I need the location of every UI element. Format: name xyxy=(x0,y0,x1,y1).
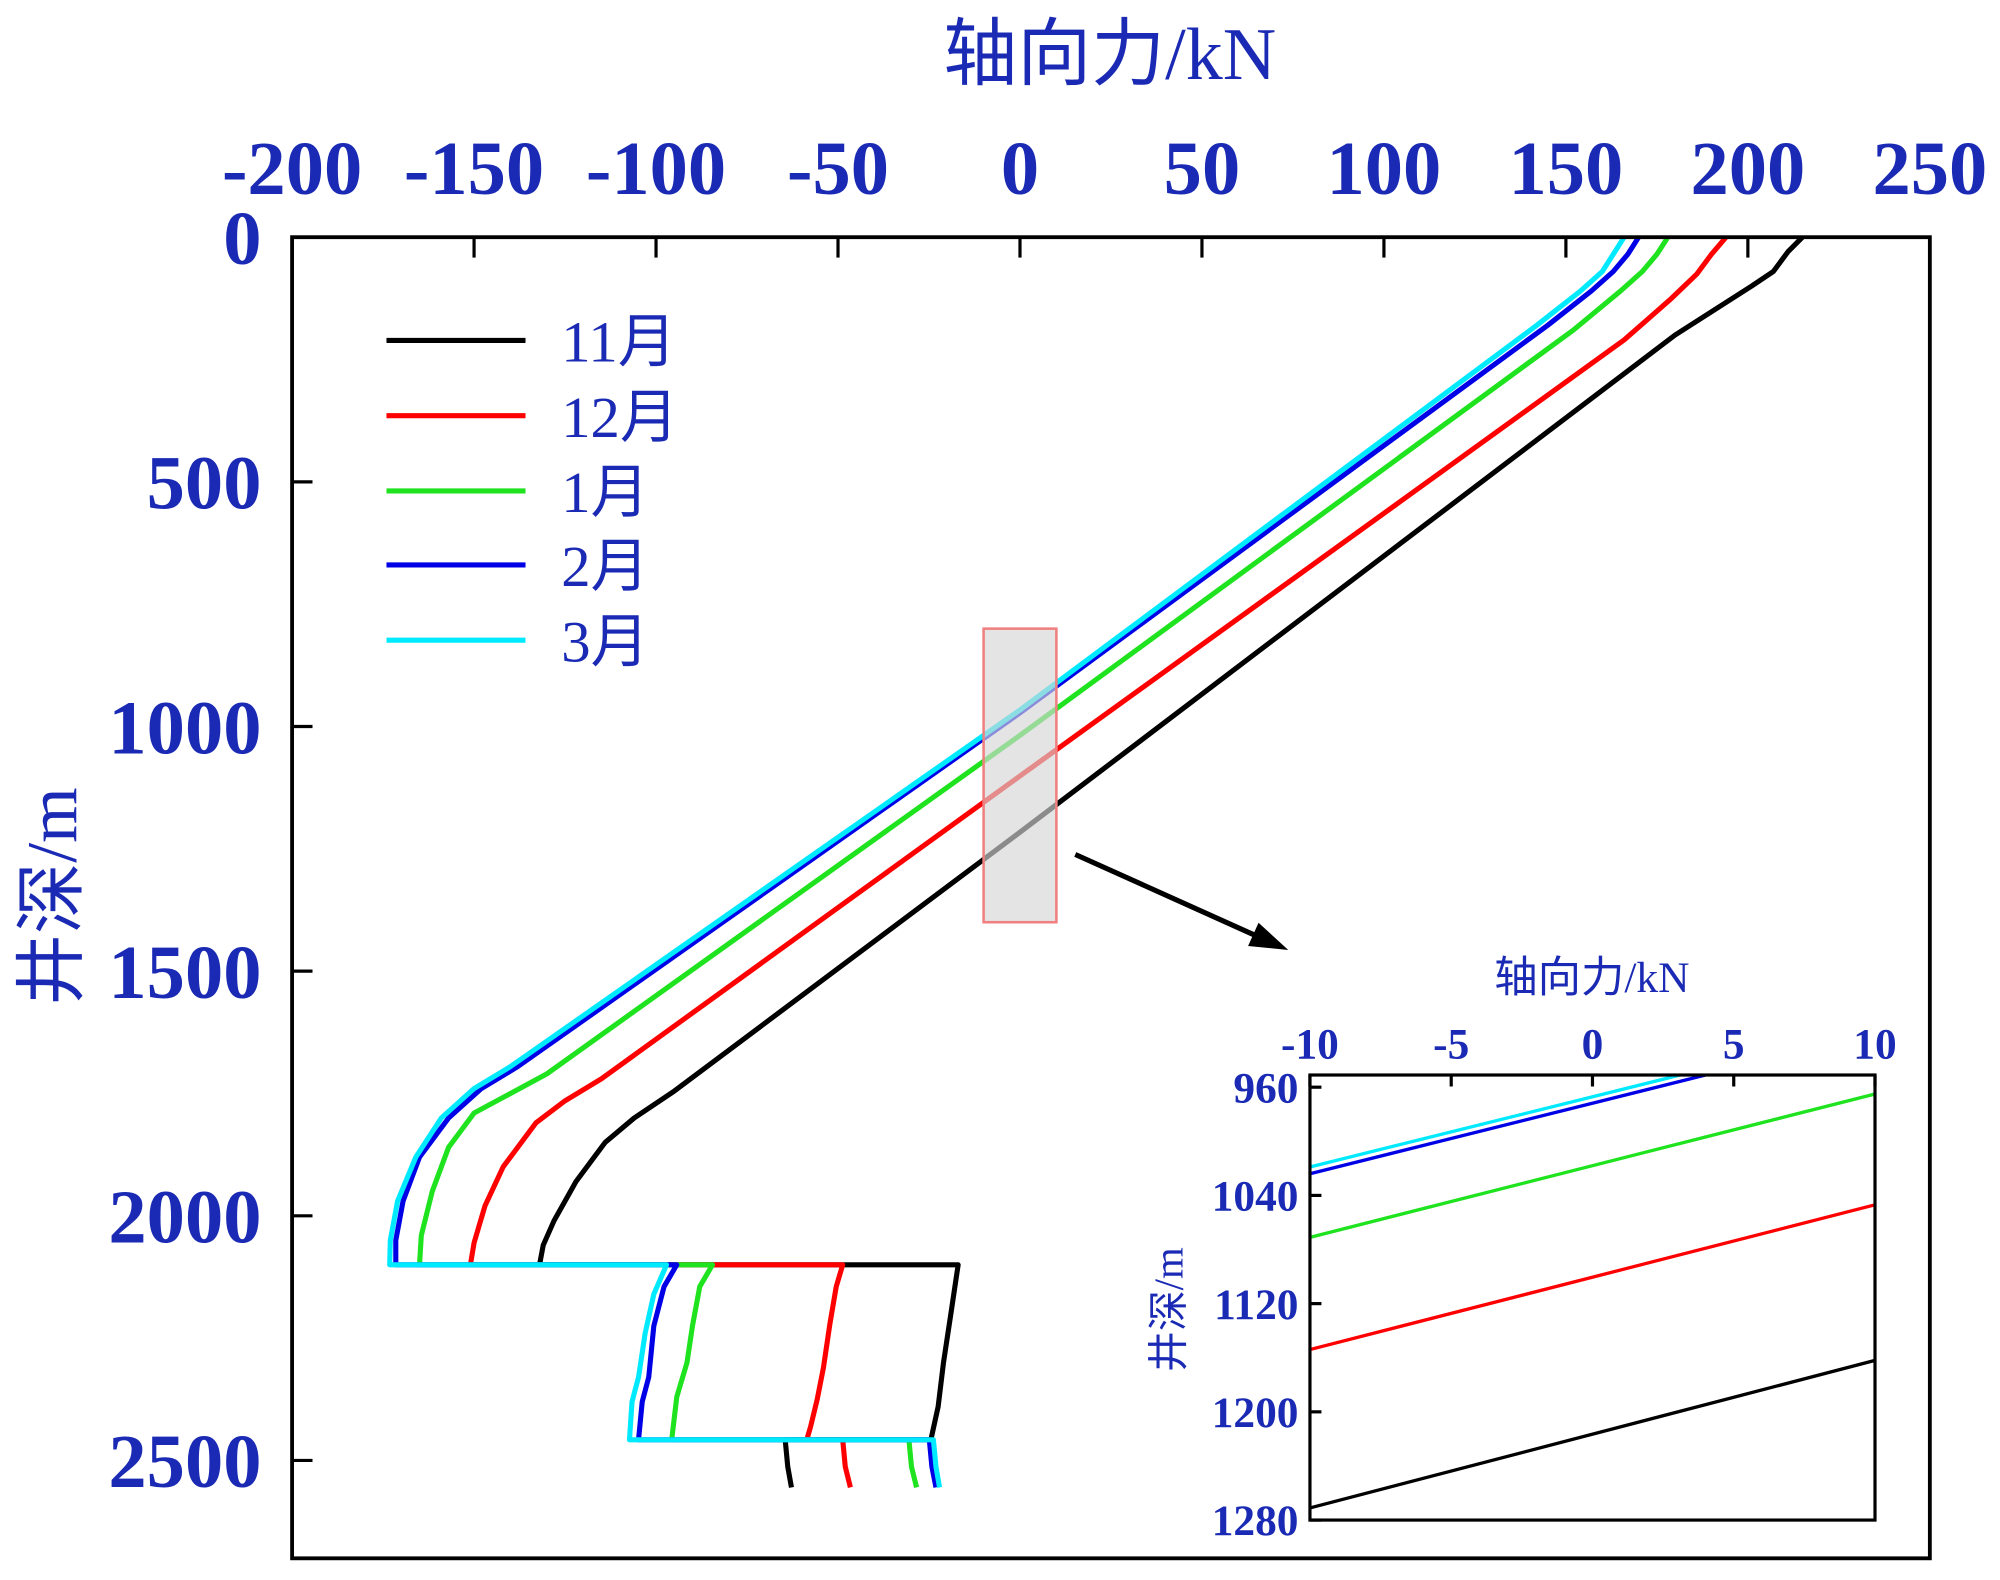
legend-label: 3月 xyxy=(561,609,649,674)
legend-entry: 3月 xyxy=(386,609,649,674)
main-y-axis-title: 井深/m xyxy=(13,787,92,1005)
main-y-tick-label: 500 xyxy=(147,441,262,526)
main-y-tick-label: 0 xyxy=(223,196,261,281)
inset-x-tick-label: 5 xyxy=(1723,1020,1745,1068)
main-x-axis-title: 轴向力/kN xyxy=(943,14,1276,96)
main-x-tick-label: 200 xyxy=(1690,126,1805,211)
inset-y-tick-label: 1200 xyxy=(1212,1389,1299,1437)
main-x-tick-label: 100 xyxy=(1327,126,1442,211)
inset-chart: -10 -5 0 5 10 960 1040 1120 1200 1280 轴向力/kN 井深/m xyxy=(1147,954,1897,1545)
main-x-tick-label: -150 xyxy=(404,126,544,211)
inset-series-line-3 xyxy=(1309,1092,1875,1239)
main-series-layer xyxy=(387,235,1805,1489)
inset-y-tick-label: 1040 xyxy=(1212,1173,1299,1221)
inset-x-tick-label: -10 xyxy=(1281,1020,1339,1068)
arrow-shaft xyxy=(1074,852,1255,938)
main-x-tick-label: -100 xyxy=(586,126,726,211)
main-y-tick-label: 2500 xyxy=(108,1419,261,1504)
main-series-line-1 xyxy=(536,235,1805,1488)
main-x-tick-label: -50 xyxy=(787,126,889,211)
legend: 11月 12月 1月 2月 3月 xyxy=(386,310,679,674)
inset-background xyxy=(1309,1075,1875,1521)
legend-label: 2月 xyxy=(561,534,649,599)
inset-series-line-4 xyxy=(1309,1075,1706,1176)
inset-x-axis-title: 轴向力/kN xyxy=(1494,954,1689,1002)
main-series-line-5 xyxy=(387,235,1627,1488)
main-series-line-2 xyxy=(467,235,1728,1489)
inset-x-tick-label: -5 xyxy=(1433,1020,1469,1068)
inset-x-tick-label: 10 xyxy=(1853,1020,1896,1068)
main-series-line-3 xyxy=(416,235,1671,1489)
inset-series-layer xyxy=(1309,1075,1875,1510)
inset-series-line-2 xyxy=(1309,1203,1875,1352)
legend-label: 12月 xyxy=(561,385,678,450)
inset-y-axis-title: 井深/m xyxy=(1147,1247,1192,1372)
main-y-tick-label: 1000 xyxy=(108,685,261,770)
legend-label: 1月 xyxy=(561,460,649,525)
main-x-tick-label: 150 xyxy=(1509,126,1624,211)
inset-x-tick-label: 0 xyxy=(1582,1020,1604,1068)
inset-series-line-1 xyxy=(1309,1358,1875,1510)
zoom-highlight-box xyxy=(982,627,1058,924)
main-series-line-4 xyxy=(393,235,1641,1488)
legend-label: 11月 xyxy=(561,310,676,375)
legend-entry: 1月 xyxy=(386,460,649,525)
zoom-arrow xyxy=(1074,852,1289,951)
main-y-tick-label: 1500 xyxy=(108,930,261,1015)
inset-series-line-5 xyxy=(1309,1075,1681,1169)
main-x-tick-label: 250 xyxy=(1872,126,1987,211)
main-x-tick-label: 0 xyxy=(1001,126,1039,211)
legend-entry: 2月 xyxy=(386,534,649,599)
inset-y-tick-label: 1120 xyxy=(1214,1281,1298,1329)
main-x-tick-label: -200 xyxy=(222,126,362,211)
zoom-box-layer xyxy=(982,627,1058,924)
main-plot-frame xyxy=(290,235,1932,1561)
legend-entry: 11月 xyxy=(386,310,676,375)
inset-y-tick-label: 1280 xyxy=(1212,1497,1299,1545)
legend-entry: 12月 xyxy=(386,385,679,450)
arrow-head-icon xyxy=(1248,922,1289,951)
main-y-tick-label: 2000 xyxy=(108,1175,261,1260)
inset-axes: -10 -5 0 5 10 960 1040 1120 1200 1280 xyxy=(1212,1020,1897,1545)
inset-y-tick-label: 960 xyxy=(1233,1064,1298,1112)
main-axes: -200 -150 -100 -50 0 50 100 150 200 2500500100015… xyxy=(108,126,1987,1504)
main-x-tick-label: 50 xyxy=(1164,126,1241,211)
